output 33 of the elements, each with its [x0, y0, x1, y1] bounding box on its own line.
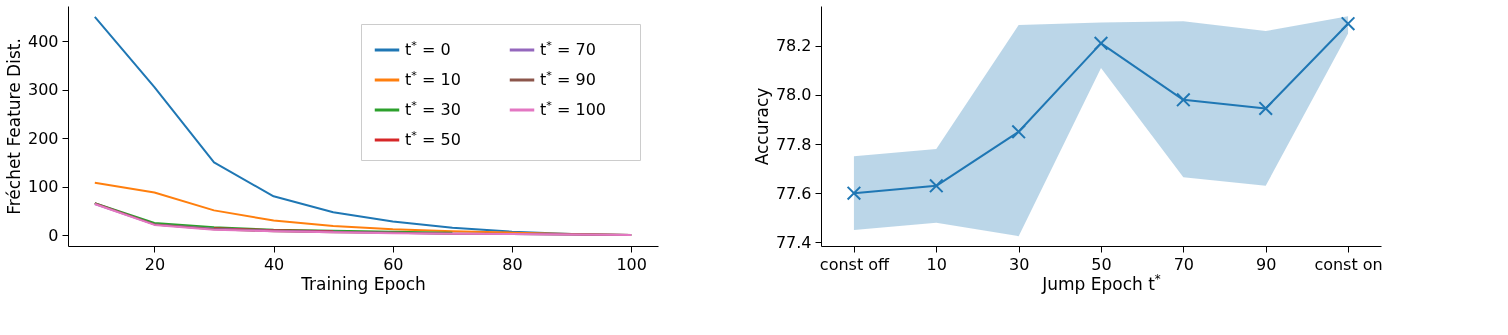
x-axis-title: Training Epoch: [300, 273, 426, 294]
x-tick-label: 50: [1091, 254, 1112, 274]
x-tick-label: 30: [1008, 254, 1030, 274]
y-axis-title: Fréchet Feature Dist.: [3, 38, 24, 215]
legend-label: t$^{*}$ = 100: [540, 98, 606, 119]
x-tick-label: 10: [926, 254, 947, 274]
x-tick-label: 90: [1256, 254, 1277, 274]
y-tick-label: 200: [27, 128, 59, 148]
y-tick-label: 400: [27, 31, 59, 51]
x-tick-label: const on: [1314, 254, 1383, 274]
x-tick-label: const off: [819, 254, 891, 274]
x-tick-label: 70: [1173, 254, 1195, 274]
legend-label: t$^{*}$ = 10: [405, 68, 461, 89]
x-tick-label: 60: [383, 254, 404, 274]
legend-label: t$^{*}$ = 70: [540, 38, 596, 59]
y-tick-label: 300: [27, 80, 59, 100]
legend-label: t$^{*}$ = 30: [405, 98, 461, 119]
x-tick-label: 40: [263, 254, 285, 274]
y-tick-label: 100: [27, 177, 59, 197]
y-tick-label: 77.6: [775, 183, 812, 203]
x-tick-label: 80: [502, 254, 523, 274]
y-tick-label: 0: [48, 225, 59, 245]
y-tick-label: 78.0: [775, 85, 812, 105]
x-tick-label: 20: [144, 254, 166, 274]
y-tick-label: 78.2: [775, 36, 812, 56]
y-tick-label: 77.8: [775, 134, 812, 154]
legend-label: t$^{*}$ = 0: [405, 38, 451, 59]
y-tick-label: 77.4: [775, 232, 812, 252]
x-axis-title: Jump Epoch t$^{*}$: [1041, 271, 1161, 294]
legend-label: t$^{*}$ = 50: [405, 128, 461, 149]
y-axis-title: Accuracy: [751, 87, 772, 166]
legend-label: t$^{*}$ = 90: [540, 68, 596, 89]
x-tick-label: 100: [616, 254, 647, 274]
